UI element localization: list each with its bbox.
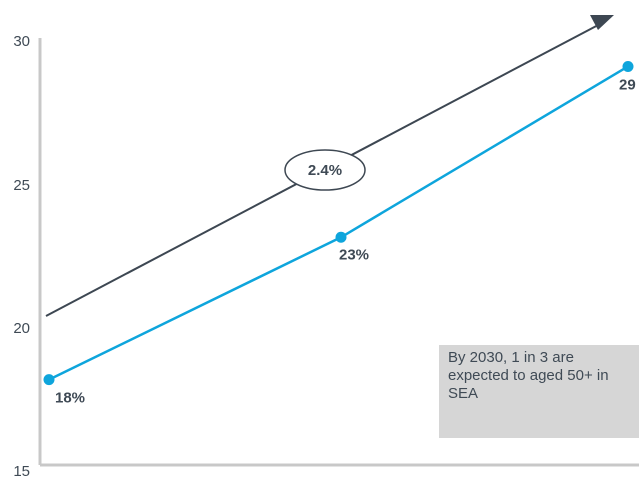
y-tick-label: 30	[13, 33, 30, 50]
data-label: 29	[619, 76, 636, 93]
growth-annotation: 2.4%	[308, 162, 342, 179]
series-layer: 18% 23% 29	[43, 60, 636, 407]
y-tick-label: 25	[13, 177, 30, 194]
data-point	[335, 231, 347, 243]
data-label: 18%	[55, 390, 85, 407]
growth-annotation-ellipse	[284, 149, 366, 191]
data-point	[622, 60, 634, 72]
trend-arrowhead	[590, 15, 614, 30]
data-label: 23%	[339, 246, 369, 263]
data-point	[43, 374, 55, 386]
series-line	[48, 65, 629, 381]
note-box: By 2030, 1 in 3 are expected to aged 50+…	[439, 345, 639, 438]
note-text: By 2030, 1 in 3 are expected to aged 50+…	[448, 349, 609, 402]
y-tick-label: 15	[13, 463, 30, 480]
y-tick-label: 20	[13, 320, 30, 337]
